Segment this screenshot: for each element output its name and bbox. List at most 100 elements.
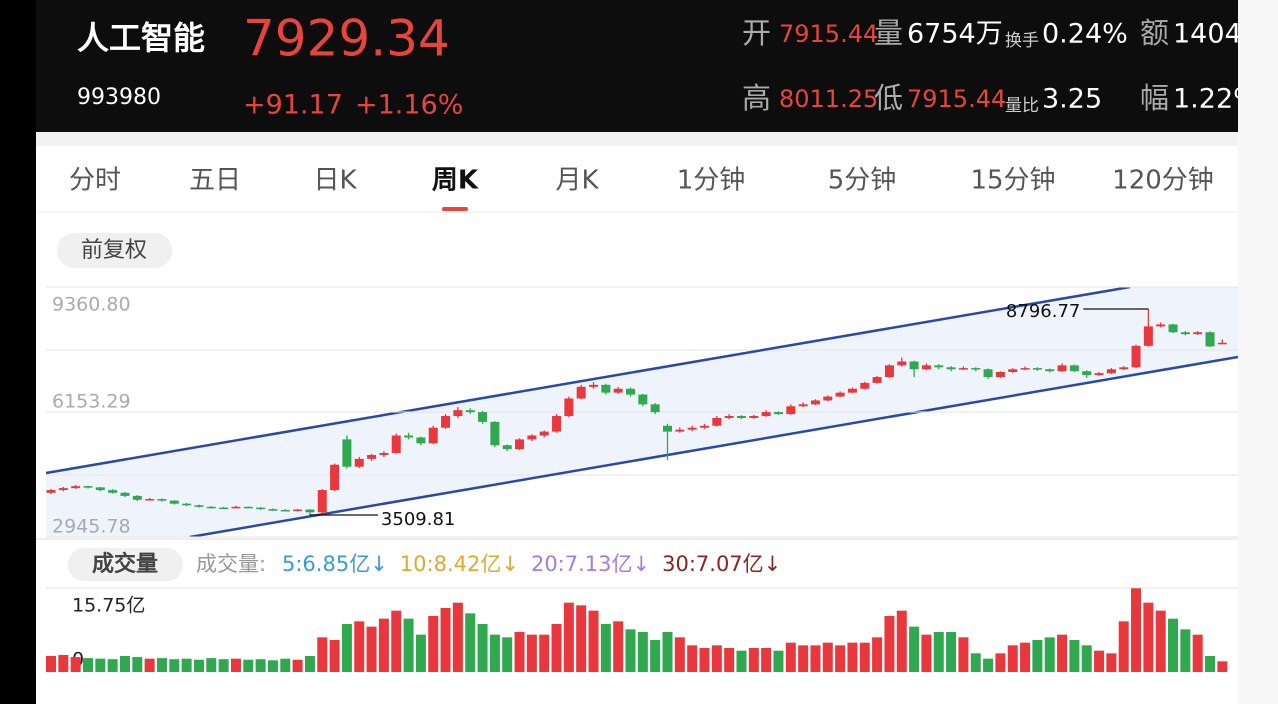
candle-body: [157, 499, 167, 501]
candle-body: [428, 427, 438, 444]
volume-bar: [687, 645, 698, 672]
volume-bar: [132, 657, 143, 672]
candle-body: [1156, 324, 1166, 327]
tab[interactable]: 周K: [432, 166, 479, 196]
adjust-button-label[interactable]: 前复权: [81, 238, 147, 263]
tab[interactable]: 日K: [313, 166, 357, 196]
volume-bar: [329, 640, 340, 672]
volume-legend-item: 10:8.42亿↓: [400, 552, 519, 576]
volume-bar: [181, 658, 192, 672]
price-change-pct: +1.16%: [355, 90, 463, 121]
candle-body: [502, 445, 512, 450]
tab[interactable]: 1分钟: [677, 166, 746, 196]
adjust-button[interactable]: [57, 233, 172, 268]
y-tick-label: 6153.29: [52, 391, 131, 413]
stat-label: 额: [1140, 16, 1169, 50]
volume-bar: [1143, 602, 1154, 672]
tab[interactable]: 5分钟: [828, 166, 897, 196]
volume-bar: [983, 658, 994, 672]
volume-bar: [1007, 645, 1018, 672]
volume-button[interactable]: [68, 548, 183, 581]
candle-body: [256, 507, 266, 510]
candle-body: [884, 365, 894, 378]
candle-body: [379, 453, 389, 455]
candle-body: [749, 416, 759, 418]
tab[interactable]: 120分钟: [1112, 166, 1214, 196]
tab[interactable]: 分时: [69, 166, 121, 196]
candle-body: [1180, 332, 1190, 335]
candle-body: [576, 386, 586, 399]
candle-body: [921, 365, 931, 370]
volume-bar: [391, 610, 402, 672]
candle-body: [194, 505, 204, 507]
volume-bar: [1205, 656, 1216, 672]
volume-bar: [502, 637, 513, 672]
candle-body: [1168, 324, 1178, 333]
candle-body: [317, 490, 327, 513]
tab[interactable]: 月K: [555, 166, 599, 196]
volume-tick-label: 15.75亿: [72, 595, 145, 617]
volume-bar: [970, 653, 981, 672]
volume-bar: [267, 660, 278, 672]
max-label: 8796.77: [1006, 301, 1080, 322]
volume-legend: 5:6.85亿↓ 10:8.42亿↓ 20:7.13亿↓ 30:7.07亿↓: [282, 552, 781, 576]
volume-bar: [884, 616, 895, 672]
volume-bar: [625, 629, 636, 672]
candle-body: [552, 416, 562, 432]
candle-body: [1020, 368, 1030, 370]
volume-legend-label: 成交量:: [196, 552, 266, 576]
candle-body: [280, 509, 290, 512]
volume-bar: [1180, 629, 1191, 672]
volume-bar: [736, 650, 747, 672]
volume-bar: [711, 645, 722, 672]
volume-bar: [107, 659, 118, 672]
price-chart: 9360.80 6153.29 2945.78 8796.77 3509.81: [46, 286, 1238, 538]
candle-body: [687, 427, 697, 430]
candle-body: [342, 439, 352, 467]
tab[interactable]: 15分钟: [970, 166, 1055, 196]
volume-bar: [1131, 588, 1142, 672]
stat-value: 1404: [1173, 19, 1242, 50]
candle-body: [145, 499, 155, 501]
candle-body: [663, 425, 672, 432]
candle-body: [83, 486, 93, 488]
candle-body: [613, 388, 623, 393]
stat-label: 量比: [1005, 96, 1039, 116]
tab[interactable]: 五日: [189, 166, 241, 196]
volume-button-label[interactable]: 成交量: [92, 551, 158, 577]
stat-label: 换手: [1005, 31, 1039, 51]
candle-body: [391, 435, 401, 454]
y-tick-label: 9360.80: [52, 294, 131, 316]
candle-body: [441, 416, 451, 428]
volume-bar: [699, 648, 710, 672]
volume-bar: [748, 648, 759, 672]
candle-body: [983, 369, 993, 378]
candle-body: [712, 417, 722, 426]
volume-bar: [847, 642, 858, 672]
stat-label: 高: [742, 81, 771, 115]
candle-body: [810, 400, 820, 405]
candle-body: [1119, 367, 1129, 370]
candle-body: [108, 490, 118, 493]
volume-bar: [785, 642, 796, 672]
candle-body: [773, 412, 783, 415]
candle-body: [626, 388, 636, 395]
left-edge: [0, 0, 36, 704]
volume-bar: [95, 658, 106, 672]
volume-bar: [1118, 621, 1129, 672]
candle-body: [761, 412, 771, 417]
volume-legend-item: 5:6.85亿↓: [282, 552, 388, 576]
volume-bar: [662, 632, 673, 672]
stat-value: 7915.44: [907, 85, 1006, 113]
candle-body: [539, 431, 549, 436]
channel-lower: [189, 355, 1238, 537]
volume-chart: 15.75亿0: [46, 587, 1228, 673]
volume-bar: [1081, 645, 1092, 672]
volume-bar: [465, 613, 476, 672]
tab-bar: 分时 五日 日K 周K 月K 1分钟 5分钟 15分钟 120分钟: [69, 166, 1214, 211]
candle-body: [293, 509, 303, 512]
candle-body: [835, 392, 845, 397]
right-edge: [1238, 0, 1278, 704]
volume-bar: [600, 624, 611, 672]
